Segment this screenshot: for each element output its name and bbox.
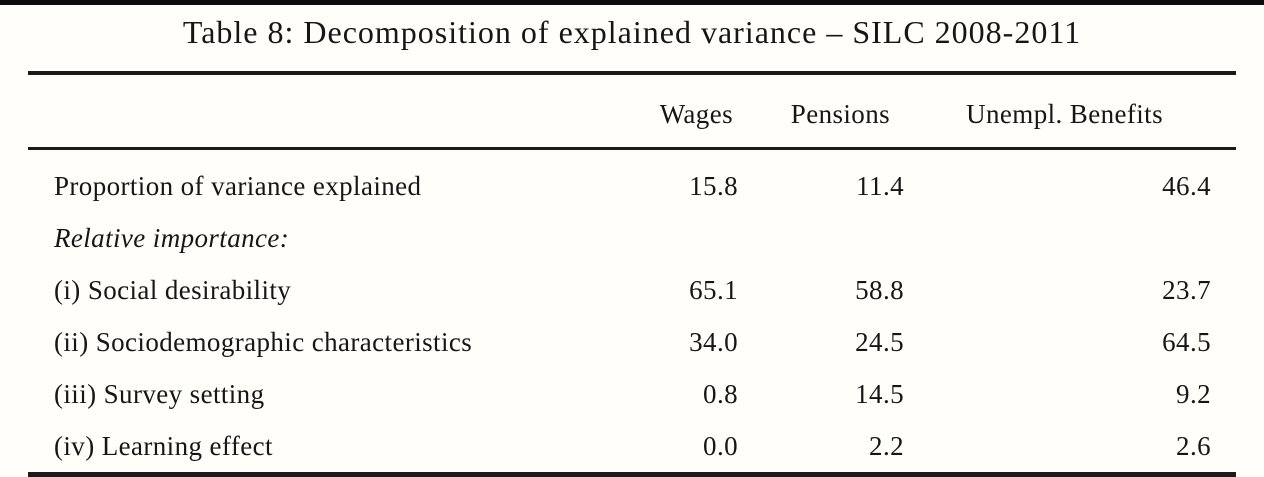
cell-pensions: 24.5 [855,326,904,357]
cell-pensions [739,212,905,264]
cell-pensions: 58.8 [855,274,904,305]
table-body: Proportion of variance explained 15.8 11… [28,149,1236,475]
cell-wages [588,212,739,264]
cell-unempl-benefits [905,212,1236,264]
table-row-learning-effect: (iv) Learning effect 0.0 2.2 2.6 [28,420,1236,475]
table-title: Table 8: Decomposition of explained vari… [182,14,1082,50]
row-label: Proportion of variance explained [54,170,422,201]
cell-pensions: 14.5 [855,378,904,409]
cell-wages: 34.0 [689,326,738,357]
cell-wages: 65.1 [689,274,738,305]
cell-pensions: 11.4 [856,170,904,201]
cell-unempl-benefits: 64.5 [1162,326,1211,357]
row-label: (i) Social desirability [54,274,292,305]
cell-unempl-benefits: 9.2 [1176,378,1211,409]
screenshot-top-edge-bar [0,0,1264,5]
cell-unempl-benefits: 2.6 [1176,430,1211,461]
column-header-unempl-benefits: Unempl. Benefits [966,98,1163,129]
column-header-wages: Wages [659,98,733,129]
cell-wages: 0.8 [703,378,738,409]
row-label: (iv) Learning effect [54,430,273,461]
header-row: Wages Pensions Unempl. Benefits [28,73,1236,149]
table-row-sociodemographic: (ii) Sociodemographic characteristics 34… [28,316,1236,368]
column-header-pensions: Pensions [790,98,890,129]
cell-wages: 15.8 [689,170,738,201]
cell-unempl-benefits: 46.4 [1162,170,1211,201]
table-row-social-desirability: (i) Social desirability 65.1 58.8 23.7 [28,264,1236,316]
decomposition-table: Wages Pensions Unempl. Benefits Proporti… [28,71,1236,477]
cell-pensions: 2.2 [869,430,904,461]
table-row-survey-setting: (iii) Survey setting 0.8 14.5 9.2 [28,368,1236,420]
header-empty-cell [28,73,588,149]
table-header: Wages Pensions Unempl. Benefits [28,73,1236,149]
table-row-relative-importance: Relative importance: [28,212,1236,264]
row-label: (iii) Survey setting [54,378,265,409]
cell-wages: 0.0 [703,430,738,461]
cell-unempl-benefits: 23.7 [1162,274,1211,305]
row-label: (ii) Sociodemographic characteristics [54,326,473,357]
table-row-proportion-variance: Proportion of variance explained 15.8 11… [28,149,1236,213]
row-label: Relative importance: [54,222,290,253]
